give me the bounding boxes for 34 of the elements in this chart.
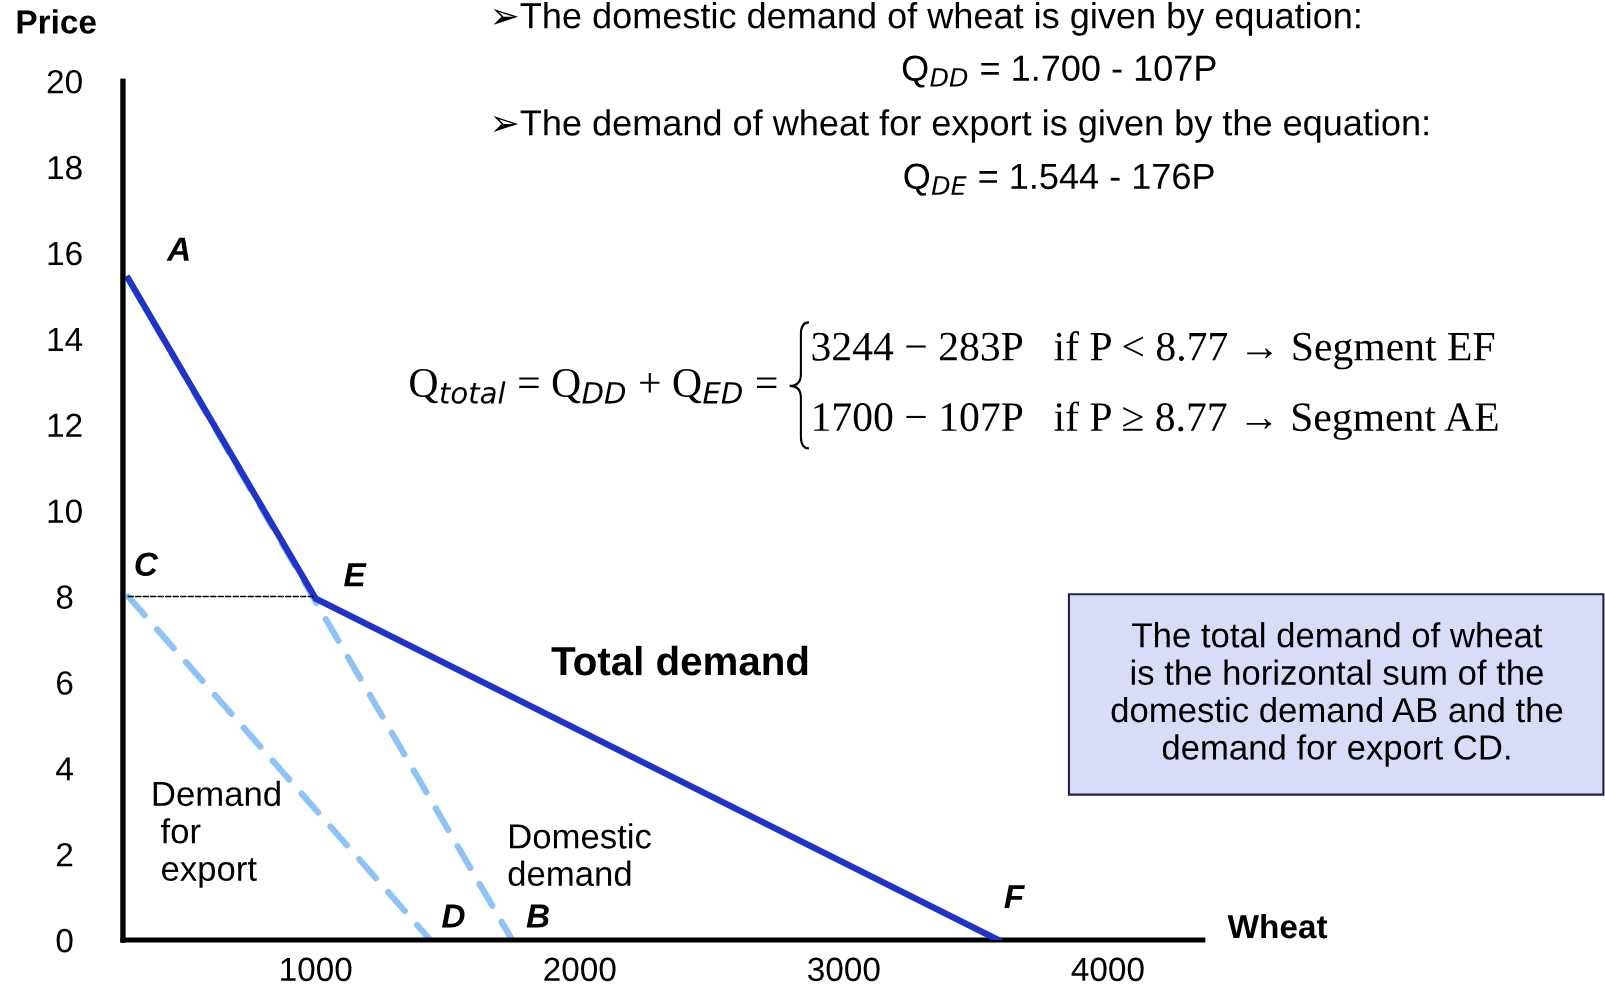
annotation: 1700 − 107P if P ≥ 8.77 → Segment AE [814, 401, 1498, 440]
x-tick-label: 1000 [281, 957, 352, 982]
annotation: Q$_{total}$ = Q$_{DD}$ + Q$_{ED}$ = [410, 368, 777, 404]
y-axis-title: Price [17, 9, 96, 34]
annotation: Demand for export [153, 780, 280, 888]
annotation: B [526, 904, 549, 928]
x-tick-label: 3000 [808, 957, 880, 982]
y-tick-label: 18 [48, 155, 82, 180]
y-tick-label: 2 [57, 842, 73, 867]
annotation: C [135, 552, 159, 576]
annotation: ➢The demand of wheat for export is given by the equation: [493, 109, 1428, 143]
x-axis-title: Wheat [1227, 913, 1328, 939]
annotation: F [1004, 885, 1025, 909]
y-tick-label: 4 [56, 757, 73, 781]
x-tick-label: 2000 [544, 957, 616, 982]
annotation: Q$_{DD}$ = 1.700 - 107P [902, 55, 1216, 88]
x-tick-label: 4000 [1071, 957, 1144, 982]
y-tick-label: 6 [57, 671, 73, 695]
y-tick-label: 8 [56, 585, 73, 609]
y-tick-label: 10 [48, 499, 82, 523]
y-tick-label: 0 [56, 928, 73, 953]
y-tick-label: 14 [48, 327, 83, 351]
annotation: D [442, 904, 465, 928]
annotation: The total demand of wheat is the horizontal sum of the domestic demand AB and the demand for export CD. [1111, 622, 1563, 767]
annotation: Total demand [551, 645, 808, 676]
y-tick-label: 12 [48, 413, 82, 437]
y-tick-label: 20 [47, 69, 82, 94]
annotation: Q$_{DE}$ = 1.544 - 176P [904, 163, 1214, 196]
annotation: E [344, 563, 367, 587]
annotation: Domestic demand [508, 823, 651, 887]
annotation: 3244 − 283P if P < 8.77 → Segment EF [812, 331, 1495, 370]
annotation: A [166, 237, 189, 261]
text: ➢The domestic demand of wheat is given by equation: [493, 2, 1360, 36]
y-tick-label: 16 [48, 241, 82, 266]
